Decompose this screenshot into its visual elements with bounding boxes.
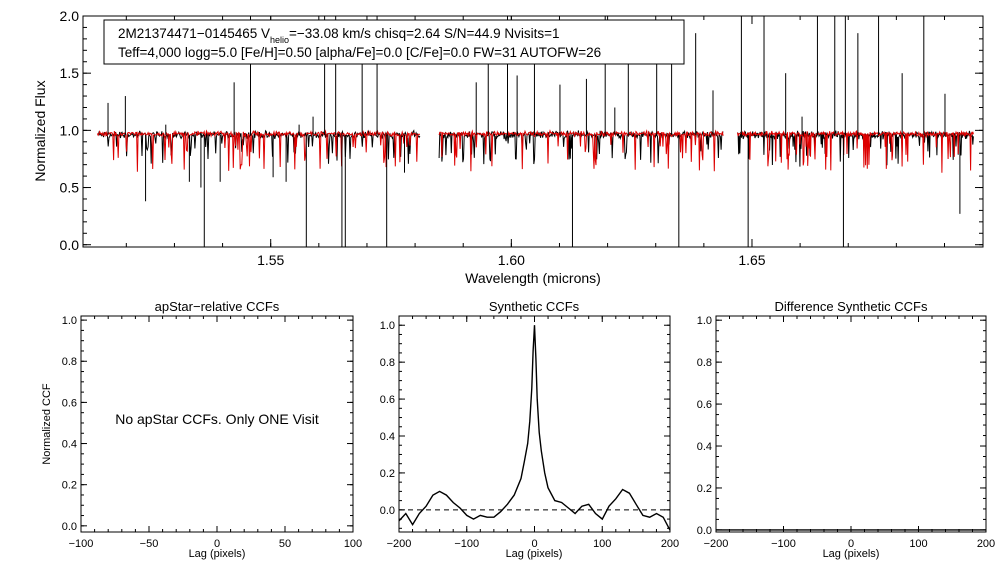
difference-x-tick-label: 100 (909, 538, 927, 550)
synthetic-spectrum-line-chip-1 (96, 129, 420, 172)
legend-line-2: Teff=4,000 logg=5.0 [Fe/H]=0.50 [alpha/F… (118, 45, 601, 60)
synthetic-x-tick-label: −100 (454, 538, 479, 550)
difference-x-tick-label: 200 (977, 538, 995, 550)
difference-x-tick-label: −200 (704, 538, 729, 550)
synthetic-axes: −200 −100 0 100 200 0.0 0.2 0.4 0.6 0.8 1.0 (380, 315, 679, 550)
spectrum-y-axis-label: Normalized Flux (32, 80, 48, 181)
spectrum-x-tick-label: 1.60 (498, 252, 525, 268)
apstar-y-tick-label: 1.0 (62, 315, 77, 327)
synthetic-y-tick-label: 0.0 (380, 505, 395, 517)
synthetic-y-tick-label: 0.4 (380, 431, 395, 443)
synthetic-x-tick-label: 200 (661, 538, 679, 550)
apstar-ccf-panel: apStar−relative CCFs −100 −50 0 50 100 0.0 0.2… (41, 299, 362, 560)
apstar-y-tick-label: 0.4 (62, 439, 77, 451)
difference-plot-frame (715, 315, 987, 533)
spectrum-x-tick-label: 1.55 (257, 252, 284, 268)
apstar-axes: −100 −50 0 50 100 0.0 0.2 0.4 0.6 0.8 1.0 (62, 315, 362, 550)
difference-y-tick-label: 1.0 (697, 315, 712, 327)
difference-ccf-title: Difference Synthetic CCFs (775, 299, 928, 314)
difference-y-tick-label: 0.0 (697, 525, 712, 537)
apstar-x-tick-label: 50 (279, 538, 291, 550)
difference-axes: −200 −100 0 100 200 0.0 0.2 0.4 0.6 0.8 1.0 (697, 315, 995, 550)
synthetic-x-tick-label: 100 (593, 538, 611, 550)
apstar-ccf-title: apStar−relative CCFs (155, 299, 280, 314)
synthetic-x-tick-label: −200 (387, 538, 412, 550)
apstar-x-tick-label: −50 (140, 538, 159, 550)
apstar-plot-frame (80, 315, 354, 533)
synthetic-ccf-title: Synthetic CCFs (489, 299, 580, 314)
synthetic-y-tick-label: 0.8 (380, 357, 395, 369)
difference-y-tick-label: 0.2 (697, 483, 712, 495)
difference-ccf-panel: Difference Synthetic CCFs −200 −100 0 100 20… (697, 299, 995, 560)
spectrum-panel: 1.55 1.60 1.65 0.0 0.5 1.0 1.5 2.0 Normalized F… (32, 8, 984, 286)
apstar-y-tick-label: 0.6 (62, 397, 77, 409)
synthetic-ccf-line (398, 325, 671, 531)
legend-helio-subscript: helio (270, 35, 289, 45)
spectrum-legend: 2M21374471−0145465 Vhelio=−33.08 km/s ch… (103, 19, 685, 65)
apstar-no-data-annotation: No apStar CCFs. Only ONE Visit (115, 411, 319, 427)
difference-x-axis-label: Lag (pixels) (823, 548, 880, 560)
synthetic-ccf-data-layer (398, 325, 671, 531)
apstar-x-axis-label: Lag (pixels) (189, 548, 246, 560)
spectrum-clipped-layer (96, 16, 974, 247)
apstar-y-tick-label: 0.0 (62, 521, 77, 533)
apstar-x-tick-label: −100 (69, 538, 94, 550)
spectrum-data-layer (96, 16, 974, 247)
legend-box (103, 19, 685, 65)
spectrum-y-tick-label: 2.0 (60, 8, 80, 24)
difference-x-tick-label: −100 (771, 538, 796, 550)
synthetic-y-tick-label: 1.0 (380, 320, 395, 332)
spectrum-y-tick-label: 0.5 (60, 180, 80, 196)
synthetic-spectrum-line-chip-2 (438, 129, 724, 172)
synthetic-ccf-panel: Synthetic CCFs −200 −100 0 100 200 0.0 0.2 0.4 0… (380, 299, 679, 560)
synthetic-x-axis-label: Lag (pixels) (506, 548, 563, 560)
spectrum-x-axis-label: Wavelength (microns) (465, 270, 601, 286)
spectrum-x-tick-label: 1.65 (738, 252, 765, 268)
apstar-x-tick-label: 100 (344, 538, 362, 550)
spectrum-y-tick-label: 1.0 (60, 122, 80, 138)
difference-y-tick-label: 0.6 (697, 399, 712, 411)
legend-line-1: 2M21374471−0145465 Vhelio=−33.08 km/s ch… (118, 26, 560, 45)
spectrum-y-tick-label: 0.0 (60, 237, 80, 253)
legend-rv-stats: =−33.08 km/s chisq=2.64 S/N=44.9 Nvisits… (289, 26, 560, 41)
difference-y-tick-label: 0.4 (697, 441, 712, 453)
difference-y-tick-label: 0.8 (697, 357, 712, 369)
legend-star-id: 2M21374471−0145465 V (118, 26, 270, 41)
difference-x-tick-label: 0 (848, 538, 854, 550)
synthetic-x-tick-label: 0 (531, 538, 537, 550)
spectrum-y-tick-label: 1.5 (60, 65, 80, 81)
synthetic-y-tick-label: 0.6 (380, 394, 395, 406)
spectrum-axes: 1.55 1.60 1.65 0.0 0.5 1.0 1.5 2.0 (60, 8, 983, 268)
synthetic-spectrum-line-chip-3 (737, 129, 974, 173)
synthetic-plot-frame (398, 315, 671, 533)
ccf-y-axis-label: Normalized CCF (41, 383, 53, 465)
apstar-y-tick-label: 0.2 (62, 480, 77, 492)
apstar-x-tick-label: 0 (214, 538, 220, 550)
apstar-y-tick-label: 0.8 (62, 356, 77, 368)
synthetic-y-tick-label: 0.2 (380, 468, 395, 480)
